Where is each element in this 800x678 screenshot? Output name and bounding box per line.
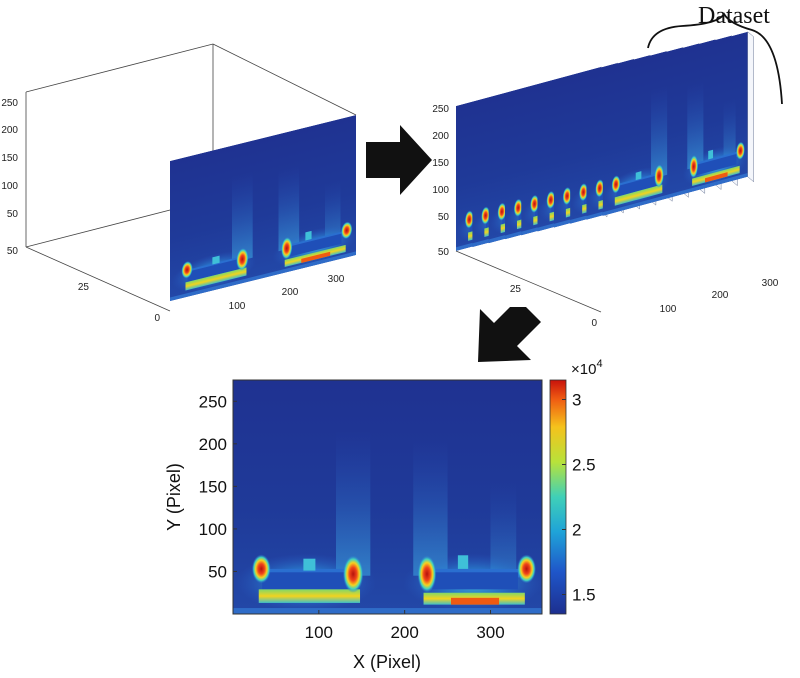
- x-tick-label: 100: [305, 623, 333, 642]
- tick-label: 100: [432, 185, 449, 196]
- tick-label: 250: [432, 104, 449, 115]
- tick-label: 100: [229, 301, 246, 312]
- main-x-axis-ticks: 100 200 300: [305, 610, 505, 642]
- y-tick-label: 200: [199, 435, 227, 454]
- dataset-label: Dataset: [698, 3, 770, 29]
- y-tick-label: 100: [199, 520, 227, 539]
- tick-label: 150: [1, 153, 18, 164]
- main-heatmap-chart: 50 100 150 200 250 100 200 300 X (Pixel) Y (Pi…: [164, 358, 603, 672]
- arrow-right-icon: [366, 125, 432, 195]
- y-tick-label: 150: [199, 477, 227, 496]
- tick-label: 200: [282, 287, 299, 298]
- tick-label: 25: [510, 284, 522, 295]
- panel-stack-slices: [455, 31, 754, 313]
- tick-label: 100: [1, 181, 18, 192]
- main-heatmap-image: [233, 380, 542, 614]
- y-axis-label: Y (Pixel): [164, 463, 184, 531]
- tick-label: 250: [1, 98, 18, 109]
- panel-single-depth-ticks: 50 25 0: [7, 246, 161, 324]
- panel-stack-depth-ticks: 50 25 0: [438, 247, 598, 329]
- panel-stack-x-ticks: 100 200 300: [660, 278, 779, 315]
- tick-label: 300: [762, 278, 779, 289]
- tick-label: 50: [438, 212, 450, 223]
- arrow-down-left-icon: [478, 307, 541, 362]
- tick-label: 25: [78, 282, 90, 293]
- x-tick-label: 200: [390, 623, 418, 642]
- y-tick-label: 50: [208, 562, 227, 581]
- tick-label: 150: [432, 158, 449, 169]
- colorbar-ticks: 1.5 2 2.5 3: [562, 391, 596, 605]
- tick-label: 300: [328, 274, 345, 285]
- tick-label: 0: [591, 318, 597, 329]
- panel-single-x-ticks: 100 200 300: [229, 274, 345, 312]
- y-tick-label: 250: [199, 392, 227, 411]
- stack-depth-axis: [455, 250, 602, 313]
- main-y-axis-ticks: 50 100 150 200 250: [199, 392, 237, 581]
- main-plot-frame: [232, 379, 543, 615]
- x-axis-label: X (Pixel): [353, 652, 421, 672]
- dataset-brace: [647, 12, 783, 105]
- tick-label: 200: [1, 125, 18, 136]
- tick-label: 200: [712, 290, 729, 301]
- colorbar-multiplier-base: ×10: [571, 361, 596, 378]
- tick-label: 50: [7, 246, 19, 257]
- panel-slice-stack: 250 200 150 100 50 50 25 0 100 200 300 D…: [432, 3, 783, 329]
- colorbar: [549, 379, 567, 615]
- tick-label: 50: [438, 247, 450, 258]
- x-tick-label: 300: [476, 623, 504, 642]
- colorbar-multiplier: ×104: [571, 358, 603, 378]
- colorbar-tick-label: 1.5: [572, 586, 596, 605]
- colorbar-tick-label: 2: [572, 521, 581, 540]
- tick-label: 0: [154, 313, 160, 324]
- panel-single-slice: 250 200 150 100 50 50 25 0 100 200 300: [1, 43, 357, 324]
- tick-label: 200: [432, 131, 449, 142]
- panel-stack-y-ticks: 250 200 150 100 50: [432, 104, 449, 223]
- panel-single-y-ticks: 250 200 150 100 50: [1, 98, 18, 220]
- colorbar-tick-label: 3: [572, 391, 581, 410]
- colorbar-exponent: 4: [596, 358, 602, 370]
- tick-label: 50: [7, 209, 19, 220]
- slice-frame: [602, 31, 754, 216]
- tick-label: 100: [660, 304, 677, 315]
- colorbar-tick-label: 2.5: [572, 456, 596, 475]
